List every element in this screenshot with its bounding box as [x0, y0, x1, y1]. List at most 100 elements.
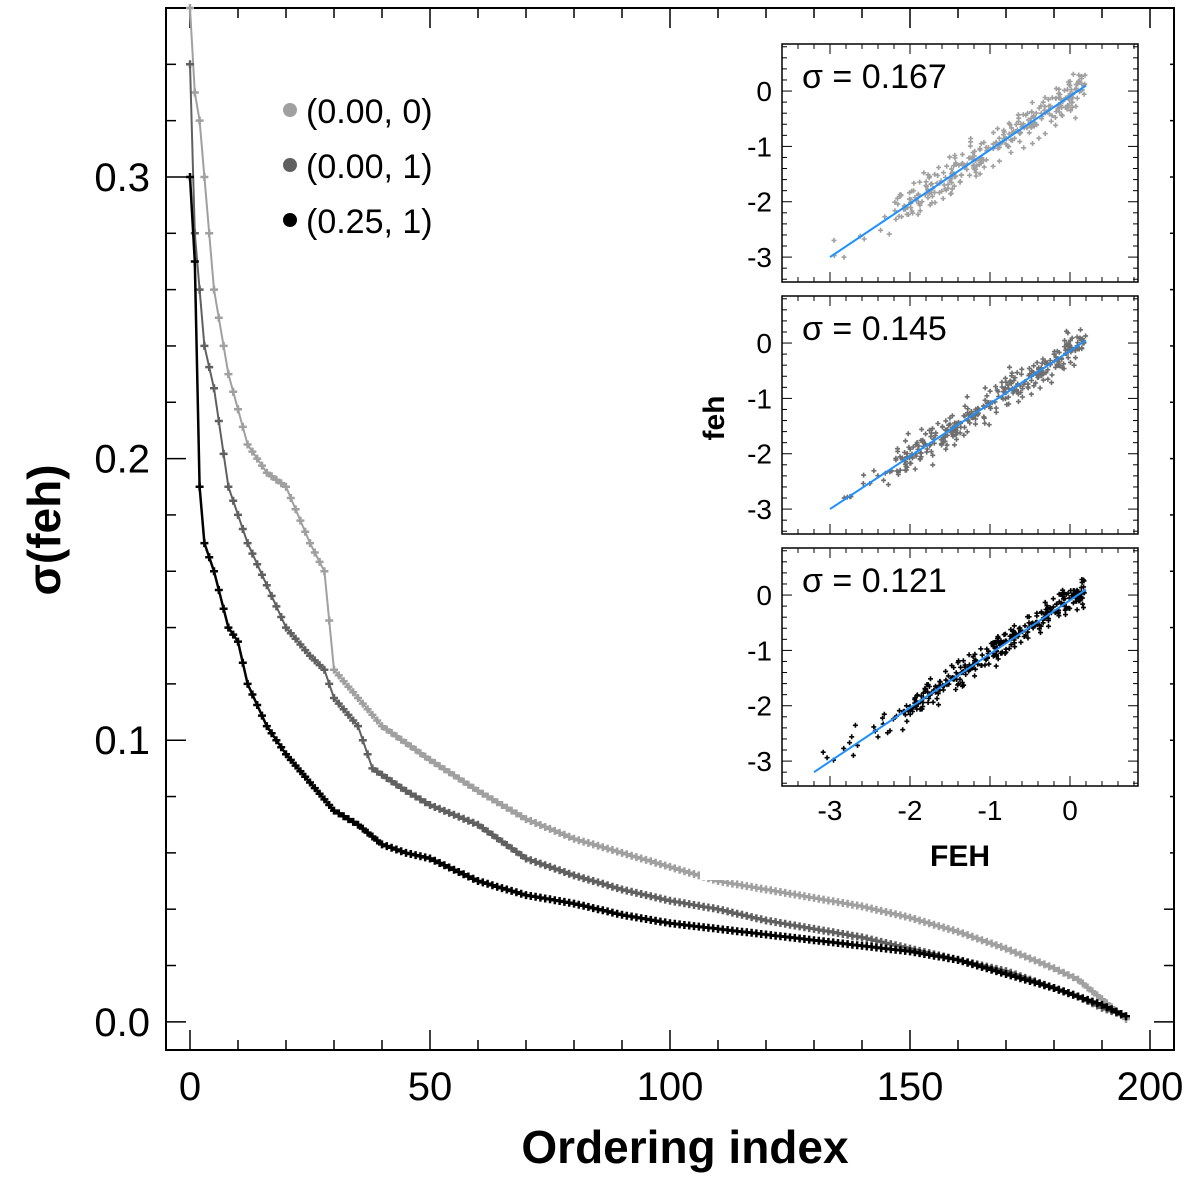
scatter-point: [1011, 378, 1017, 383]
scatter-point: [894, 195, 900, 201]
data-point: [613, 847, 622, 856]
scatter-point: [962, 403, 968, 409]
data-point: [262, 581, 271, 590]
legend-label-1: (0.00, 1): [306, 148, 433, 186]
scatter-point: [949, 663, 955, 669]
data-point: [613, 884, 622, 893]
data-point: [608, 846, 617, 854]
scatter-point: [952, 442, 957, 448]
scatter-point: [1008, 627, 1014, 633]
data-point: [214, 313, 223, 322]
scatter-point: [944, 442, 950, 448]
data-point: [238, 658, 247, 667]
scatter-point: [1044, 609, 1050, 615]
scatter-point: [1064, 328, 1069, 334]
fit-line: [829, 339, 1087, 510]
scatter-point: [906, 444, 912, 450]
scatter-point: [987, 388, 993, 394]
data-point: [512, 847, 521, 856]
data-point: [286, 494, 295, 502]
scatter-point: [893, 457, 899, 463]
scatter-point: [923, 183, 929, 188]
data-point: [1122, 1012, 1130, 1021]
data-point: [1045, 962, 1054, 971]
scatter-point: [943, 668, 949, 674]
scatter-point: [1040, 620, 1046, 626]
scatter-point: [962, 664, 968, 670]
scatter-point: [936, 702, 941, 708]
scatter-point: [943, 677, 949, 683]
scatter-point: [917, 202, 923, 208]
data-point: [517, 812, 526, 821]
data-point: [267, 729, 276, 738]
data-point: [253, 701, 262, 709]
scatter-point: [881, 711, 887, 717]
scatter-point: [910, 444, 916, 450]
data-point: [248, 447, 257, 456]
data-point: [430, 803, 439, 811]
scatter-point: [1056, 591, 1062, 597]
data-point: [498, 884, 506, 893]
data-point: [397, 847, 406, 856]
scatter-point: [1065, 102, 1071, 108]
data-point: [306, 539, 314, 548]
scatter-point: [886, 231, 892, 237]
scatter-point: [953, 670, 959, 676]
data-point: [234, 405, 242, 414]
scatter-point: [902, 450, 908, 455]
scatter-point: [1054, 601, 1060, 607]
scatter-point: [1048, 118, 1054, 124]
data-point: [186, 60, 194, 69]
data-point: [310, 548, 319, 557]
inset-y-tick-label: -3: [747, 494, 772, 525]
data-point: [1117, 1010, 1126, 1018]
data-point: [454, 774, 463, 783]
scatter-point: [990, 640, 996, 646]
data-point: [320, 665, 329, 674]
scatter-point: [897, 192, 903, 197]
data-point: [474, 820, 482, 829]
data-point: [488, 795, 497, 804]
data-point: [483, 827, 492, 836]
data-point: [310, 784, 319, 793]
inset-y-tick-label: -1: [747, 131, 772, 162]
scatter-point: [1071, 362, 1077, 368]
scatter-point: [935, 173, 941, 178]
scatter-point: [847, 740, 853, 746]
data-point: [1107, 1005, 1116, 1014]
data-point: [512, 888, 521, 897]
scatter-point: [1006, 646, 1012, 652]
data-point: [1026, 977, 1034, 985]
scatter-point: [1028, 115, 1034, 121]
scatter-point: [961, 432, 967, 438]
data-point: [291, 505, 300, 514]
scatter-point: [940, 435, 946, 441]
scatter-point: [895, 472, 901, 477]
scatter-point: [1053, 354, 1059, 360]
scatter-point: [977, 147, 983, 153]
scatter-point: [1007, 633, 1013, 639]
scatter-point: [1073, 598, 1079, 604]
data-point: [987, 965, 996, 974]
scatter-point: [904, 703, 909, 709]
data-point: [426, 755, 434, 764]
data-point: [474, 786, 482, 795]
scatter-point: [1046, 618, 1051, 623]
scatter-point: [960, 658, 966, 664]
inset-annotation: σ = 0.167: [802, 58, 947, 96]
data-point: [387, 843, 396, 852]
scatter-point: [993, 139, 999, 145]
data-point: [483, 792, 492, 801]
scatter-point: [993, 405, 999, 411]
scatter-point: [928, 676, 933, 682]
scatter-point: [1019, 366, 1025, 372]
scatter-point: [1059, 365, 1065, 371]
scatter-point: [906, 212, 911, 217]
inset-panel-bottom: 0 -1 -2 -3 -3 -2 -1 0 σ = 0.121: [747, 547, 1139, 826]
data-point: [286, 629, 295, 638]
data-point: [507, 886, 516, 895]
scatter-point: [1040, 99, 1046, 105]
data-point: [1102, 1003, 1111, 1012]
scatter-point: [934, 696, 940, 702]
